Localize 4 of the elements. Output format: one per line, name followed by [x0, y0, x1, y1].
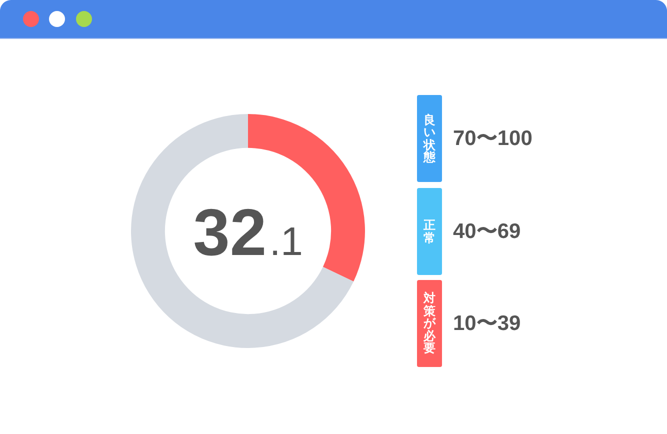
- text: 32.1: [193, 195, 303, 271]
- text: 10〜39: [453, 312, 521, 336]
- text: 70〜100: [453, 126, 532, 150]
- text: 40〜69: [453, 220, 521, 244]
